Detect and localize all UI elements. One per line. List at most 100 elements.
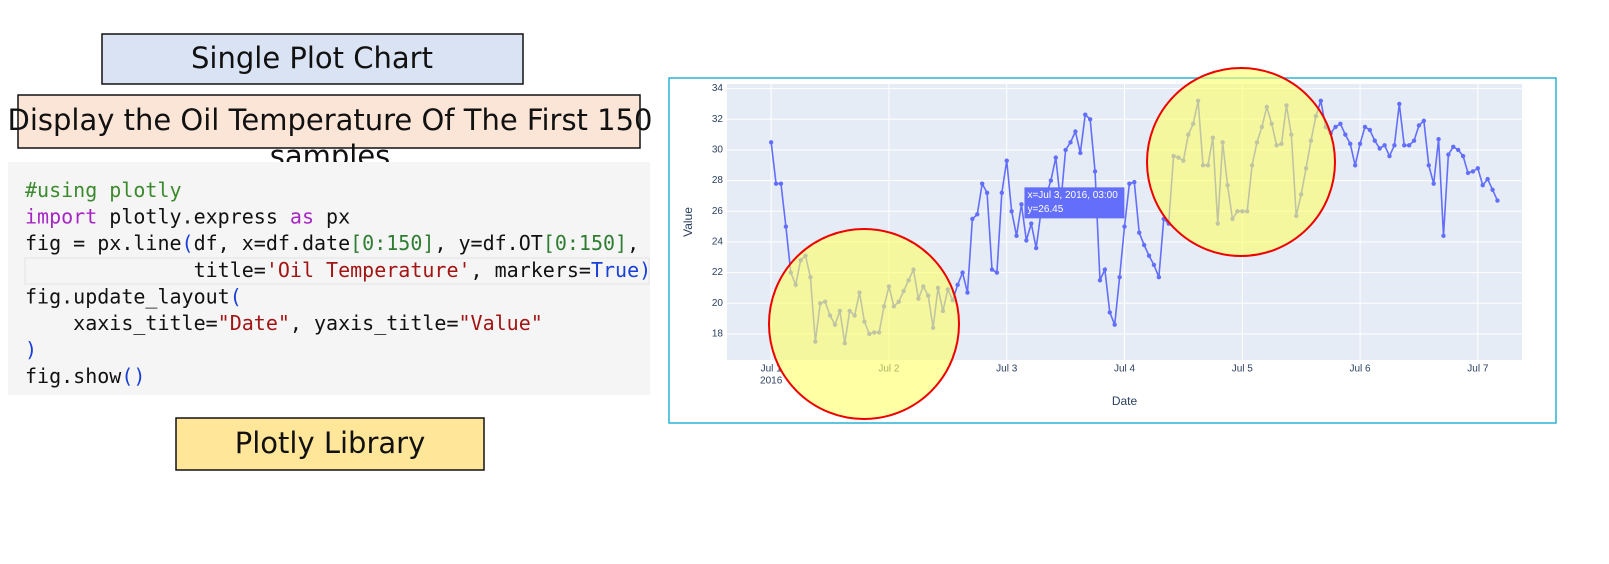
point	[1112, 322, 1117, 327]
point	[1397, 101, 1402, 107]
point	[1485, 176, 1490, 182]
point	[1426, 163, 1431, 168]
y-tick-label: 20	[712, 298, 724, 309]
point	[778, 181, 784, 186]
y-tick-label: 32	[712, 114, 724, 125]
point	[1014, 233, 1019, 238]
point	[1117, 275, 1122, 280]
point	[1127, 181, 1132, 186]
code-token: title=	[25, 257, 266, 281]
point	[1009, 209, 1014, 214]
point	[1456, 147, 1461, 153]
point	[1004, 158, 1009, 163]
code-line: title='Oil Temperature', markers=True)	[25, 257, 651, 281]
point	[1033, 245, 1039, 251]
point	[1367, 127, 1373, 133]
code-token: , yaxis_title=	[290, 311, 459, 335]
point	[1338, 121, 1343, 127]
y-tick-label: 18	[712, 329, 724, 340]
y-tick-label: 22	[712, 267, 724, 278]
point	[768, 140, 774, 145]
cursor-line	[24, 257, 650, 285]
point	[979, 181, 985, 186]
point	[1382, 143, 1387, 148]
point	[965, 290, 970, 295]
point	[1146, 253, 1152, 258]
library-box	[175, 417, 485, 471]
code-token: px	[314, 204, 350, 228]
point	[1348, 141, 1353, 146]
code-token: fig.update_layout	[25, 284, 230, 308]
point	[1446, 152, 1451, 157]
point	[1083, 112, 1088, 117]
point	[955, 282, 960, 288]
highlight	[768, 228, 960, 420]
y-tick-label: 34	[712, 83, 724, 94]
point	[1318, 98, 1323, 104]
point	[1490, 187, 1495, 192]
point	[773, 181, 779, 186]
x-tick-label: Jul 5	[1232, 364, 1254, 375]
y-axis-title: Value	[681, 207, 695, 237]
code-token: as	[290, 204, 314, 228]
point	[1416, 123, 1422, 128]
code-token: )	[25, 337, 37, 361]
point	[1421, 118, 1427, 124]
code-token: #using plotly	[25, 178, 182, 202]
point	[1137, 230, 1142, 235]
code-token: , y=df.OT	[434, 231, 542, 255]
code-token: "Date"	[218, 311, 290, 335]
y-tick-label: 26	[712, 206, 724, 217]
point	[1372, 138, 1377, 143]
code-token: )	[639, 257, 651, 281]
x-tick-label: Jul 6	[1349, 364, 1371, 375]
code-token: df, x=df.date	[194, 231, 351, 255]
point	[975, 212, 980, 217]
code-line: fig.show()	[25, 364, 145, 388]
task-box	[17, 94, 641, 149]
code-token: , markers=	[471, 257, 591, 281]
point	[1495, 198, 1500, 203]
code-token: ()	[121, 364, 145, 388]
point	[1387, 153, 1392, 159]
point	[1475, 166, 1481, 171]
x-year-label: 2016	[760, 376, 783, 387]
point	[1377, 146, 1382, 151]
hover-y: y=26.45	[1027, 204, 1063, 215]
point	[1460, 153, 1466, 159]
point	[1063, 147, 1068, 153]
point	[1097, 278, 1103, 283]
point	[1156, 275, 1162, 280]
point	[989, 267, 995, 272]
code-block	[8, 162, 650, 395]
code-line: #using plotly	[25, 178, 182, 202]
code-token: 'Oil Temperature'	[266, 257, 471, 281]
code-line: xaxis_title="Date", yaxis_title="Value"	[25, 311, 543, 335]
point	[1132, 179, 1137, 185]
point	[1470, 169, 1476, 174]
point	[970, 216, 975, 222]
point	[1343, 132, 1348, 137]
point	[1141, 242, 1147, 248]
point	[1441, 233, 1446, 238]
code-token: "Value"	[458, 311, 542, 335]
point	[783, 224, 789, 229]
point	[1029, 221, 1034, 226]
point	[1053, 155, 1058, 160]
x-tick-label: Jul 3	[996, 364, 1018, 375]
slide-title: Single Plot Chart	[191, 41, 433, 75]
code-token: fig.show	[25, 364, 122, 388]
point	[960, 270, 965, 275]
hover-box	[1024, 187, 1125, 219]
code-line: import plotly.express as px	[25, 204, 350, 228]
point	[1411, 138, 1417, 143]
code-token: import	[25, 204, 97, 228]
point	[1024, 238, 1029, 243]
point	[994, 270, 1000, 275]
highlight	[1146, 67, 1336, 257]
code-token: True	[591, 257, 639, 281]
code-line: )	[25, 337, 37, 361]
